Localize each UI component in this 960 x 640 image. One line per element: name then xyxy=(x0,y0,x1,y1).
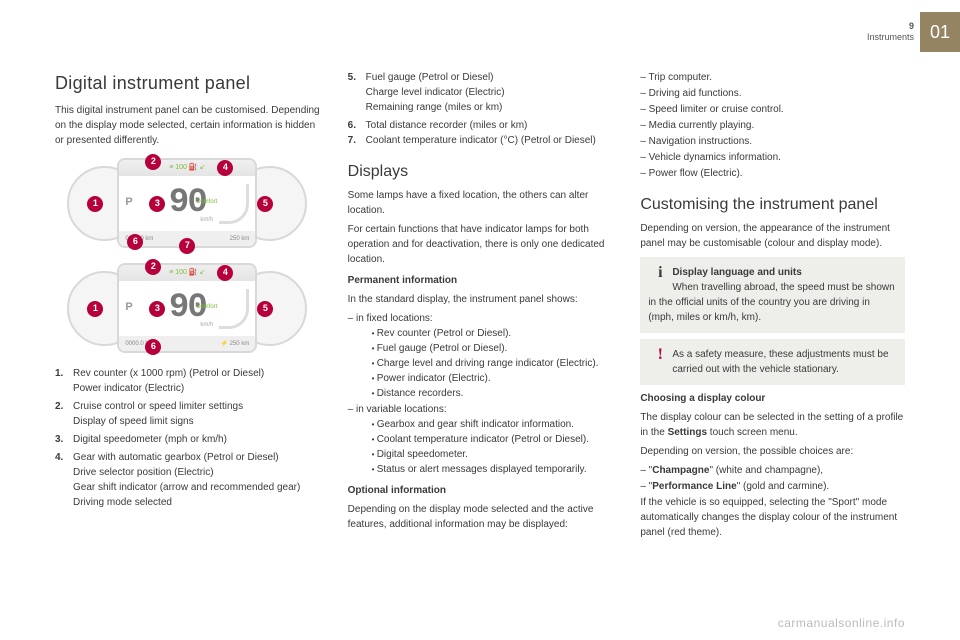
watermark: carmanualsonline.info xyxy=(778,616,905,630)
subhead-permanent: Permanent information xyxy=(348,273,613,288)
legend-t-4: Gear with automatic gearbox (Petrol or D… xyxy=(73,450,300,510)
fixed-0: Rev counter (Petrol or Diesel). xyxy=(372,326,613,341)
opt-r0: Driving aid functions. xyxy=(640,86,905,101)
page-header: 9 Instruments 01 xyxy=(867,12,960,52)
warning-body: As a safety measure, these adjustments m… xyxy=(672,349,888,375)
display-topbar: ≡ 100 ⛽ ↙ xyxy=(119,160,255,176)
chapter-tab: 01 xyxy=(920,12,960,52)
page-number: 9 xyxy=(867,21,914,32)
colour-performance: "Performance Line" (gold and carmine). xyxy=(640,479,905,494)
fixed-label: in fixed locations: xyxy=(356,313,433,324)
legend-n-7: 7. xyxy=(348,133,366,148)
colour-p1: The display colour can be selected in th… xyxy=(640,410,905,440)
info-body: When travelling abroad, the speed must b… xyxy=(648,282,894,323)
legend-t-3: Digital speedometer (mph or km/h) xyxy=(73,432,227,447)
var-0: Gearbox and gear shift indicator informa… xyxy=(372,417,613,432)
optional-intro: Depending on the display mode selected a… xyxy=(348,502,613,532)
instrument-panel-figure: ≡ 100 ⛽ ↙ P 90 Comfort km/h 0000.0 km 25… xyxy=(67,156,307,356)
legend-n-5: 5. xyxy=(348,70,366,115)
fixed-1: Fuel gauge (Petrol or Diesel). xyxy=(372,341,613,356)
colour-p3: If the vehicle is so equipped, selecting… xyxy=(640,495,905,540)
customising-intro: Depending on version, the appearance of … xyxy=(640,221,905,251)
warning-callout: ! As a safety measure, these adjustments… xyxy=(640,339,905,385)
warning-icon: ! xyxy=(648,347,672,363)
odo-right: 250 km xyxy=(230,235,250,244)
fixed-4: Distance recorders. xyxy=(372,386,613,401)
fixed-2: Charge level and driving range indicator… xyxy=(372,356,613,371)
fixed-3: Power indicator (Electric). xyxy=(372,371,613,386)
center-display-b: ≡ 100 ⛽ ↙ P 90 Comfort km/h 0000.0 km ⚡ … xyxy=(117,263,257,353)
fuel-arc xyxy=(219,184,249,224)
legend-t-1: Rev counter (x 1000 rpm) (Petrol or Dies… xyxy=(73,366,264,396)
heading-displays: Displays xyxy=(348,160,613,184)
heading-customising: Customising the instrument panel xyxy=(640,193,905,217)
displays-p1: Some lamps have a fixed location, the ot… xyxy=(348,188,613,218)
legend-n-1: 1. xyxy=(55,366,73,396)
opt-r5: Power flow (Electric). xyxy=(640,166,905,181)
permanent-intro: In the standard display, the instrument … xyxy=(348,292,613,307)
colour-list: "Champagne" (white and champagne), "Perf… xyxy=(640,463,905,494)
displays-p2: For certain functions that have indicato… xyxy=(348,222,613,267)
legend-t-2: Cruise control or speed limiter settings… xyxy=(73,399,243,429)
legend-t-6: Total distance recorder (miles or km) xyxy=(366,118,528,133)
cluster-bottom: ≡ 100 ⛽ ↙ P 90 Comfort km/h 0000.0 km ⚡ … xyxy=(67,261,307,356)
fuel-arc-b xyxy=(219,289,249,329)
colour-champagne: "Champagne" (white and champagne), xyxy=(640,463,905,478)
legend-t-7: Coolant temperature indicator (°C) (Petr… xyxy=(366,133,596,148)
odo-right-b: ⚡ 250 km xyxy=(221,340,250,349)
var-label: in variable locations: xyxy=(356,404,447,415)
legend-n-3: 3. xyxy=(55,432,73,447)
subhead-colour: Choosing a display colour xyxy=(640,391,905,406)
optional-list-start: Trip computer. xyxy=(640,70,905,85)
speed-unit-b: km/h xyxy=(200,321,213,330)
opt-r3: Navigation instructions. xyxy=(640,134,905,149)
permanent-list: in fixed locations: Rev counter (Petrol … xyxy=(348,311,613,477)
opt-r2: Media currently playing. xyxy=(640,118,905,133)
opt-r4: Vehicle dynamics information. xyxy=(640,150,905,165)
display-topbar-b: ≡ 100 ⛽ ↙ xyxy=(119,265,255,281)
page-content: Digital instrument panel This digital in… xyxy=(55,70,905,630)
cluster-top: ≡ 100 ⛽ ↙ P 90 Comfort km/h 0000.0 km 25… xyxy=(67,156,307,251)
opt-first: Trip computer. xyxy=(640,70,905,85)
mode-label: Comfort xyxy=(196,198,217,207)
info-callout: i Display language and units When travel… xyxy=(640,257,905,333)
legend-n-6: 6. xyxy=(348,118,366,133)
legend-list-cont: 7.Coolant temperature indicator (°C) (Pe… xyxy=(348,133,613,148)
info-title: Display language and units xyxy=(672,267,801,278)
var-1: Coolant temperature indicator (Petrol or… xyxy=(372,432,613,447)
info-icon: i xyxy=(648,265,672,281)
speed-unit: km/h xyxy=(200,216,213,225)
marker-7: 7 xyxy=(179,238,195,254)
gear-letter-b: P xyxy=(125,299,132,316)
legend-t-5: Fuel gauge (Petrol or Diesel) Charge lev… xyxy=(366,70,505,115)
section-name: Instruments xyxy=(867,32,914,43)
mode-label-b: Comfort xyxy=(196,303,217,312)
gear-letter: P xyxy=(125,194,132,211)
title-digital-instrument-panel: Digital instrument panel xyxy=(55,70,320,97)
var-3: Status or alert messages displayed tempo… xyxy=(372,462,613,477)
colour-p2: Depending on version, the possible choic… xyxy=(640,444,905,459)
subhead-optional: Optional information xyxy=(348,483,613,498)
optional-list-rest: Driving aid functions. Speed limiter or … xyxy=(640,86,905,181)
intro-text: This digital instrument panel can be cus… xyxy=(55,103,320,148)
legend-n-4: 4. xyxy=(55,450,73,510)
legend-n-2: 2. xyxy=(55,399,73,429)
var-2: Digital speedometer. xyxy=(372,447,613,462)
header-text: 9 Instruments xyxy=(867,21,914,43)
opt-r1: Speed limiter or cruise control. xyxy=(640,102,905,117)
